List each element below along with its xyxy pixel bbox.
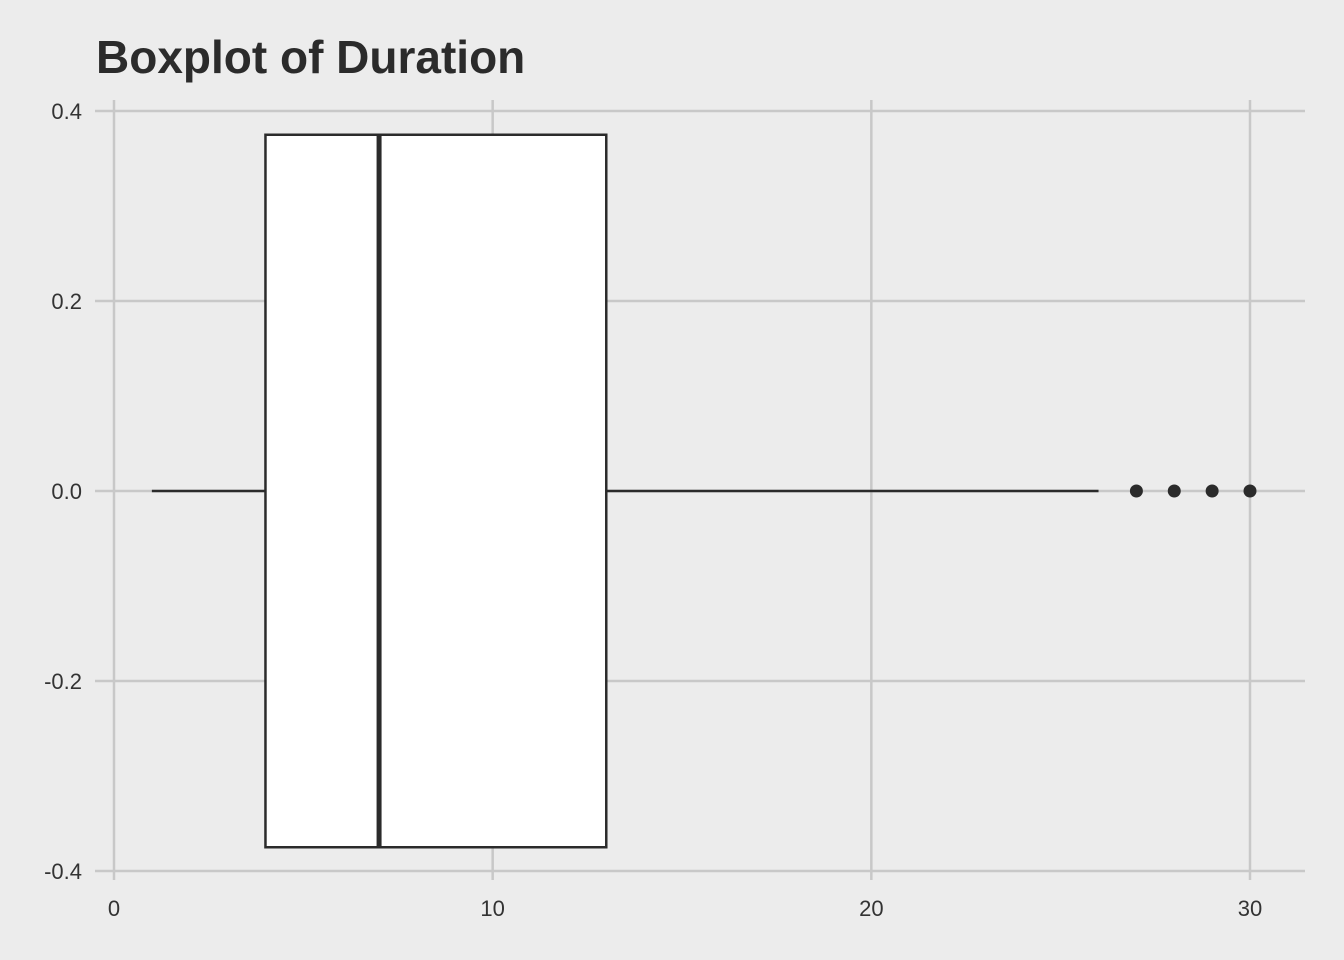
- x-tick-label: 30: [1238, 896, 1262, 921]
- outlier-point: [1167, 484, 1181, 498]
- y-tick-label: 0.0: [51, 479, 82, 504]
- chart-title: Boxplot of Duration: [96, 31, 526, 83]
- x-tick-label: 10: [480, 896, 504, 921]
- outlier-point: [1129, 484, 1143, 498]
- iqr-box: [264, 133, 608, 849]
- y-tick-label: -0.4: [44, 859, 82, 884]
- x-tick-label: 20: [859, 896, 883, 921]
- outlier-point: [1205, 484, 1219, 498]
- y-tick-label: -0.2: [44, 669, 82, 694]
- axis-tick-labels: 0 10 20 30 -0.4 -0.2 0.0 0.2 0.4: [44, 99, 1262, 921]
- y-tick-label: 0.4: [51, 99, 82, 124]
- x-tick-label: 0: [108, 896, 120, 921]
- outlier-point: [1243, 484, 1257, 498]
- box-group: [151, 133, 1257, 849]
- y-tick-label: 0.2: [51, 289, 82, 314]
